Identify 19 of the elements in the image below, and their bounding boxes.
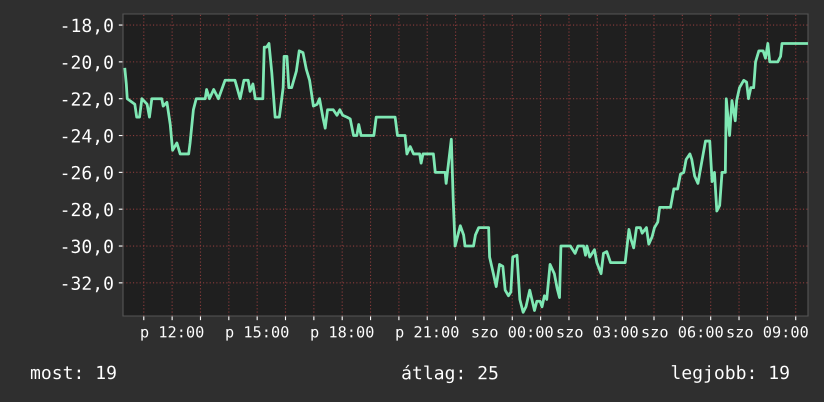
x-tick-label: p 18:00	[311, 326, 374, 341]
y-tick-label: -22,0	[62, 92, 113, 108]
text: most: 19	[30, 366, 116, 380]
y-tick-label: -20,0	[62, 55, 113, 72]
x-tick-label: p 15:00	[226, 326, 288, 341]
x-tick-label: szo 06:00	[642, 326, 723, 338]
y-tick-label: -24,0	[62, 129, 113, 145]
text: átlag: 25	[402, 364, 498, 384]
y-tick-label: -28,0	[62, 202, 113, 219]
text: legjobb: 19	[672, 365, 789, 383]
y-tick-label: -26,0	[62, 166, 113, 182]
y-tick-label: -32,0	[62, 276, 113, 292]
x-tick-label: p 12:00	[141, 326, 204, 341]
x-tick-label: szo 00:00	[472, 326, 553, 338]
x-tick-label: szo 09:00	[728, 326, 808, 338]
y-tick-label: -18,0	[62, 18, 113, 34]
x-tick-label: szo 03:00	[558, 326, 638, 338]
y-tick-label: -30,0	[62, 240, 113, 256]
x-tick-label: p 21:00	[396, 326, 458, 341]
